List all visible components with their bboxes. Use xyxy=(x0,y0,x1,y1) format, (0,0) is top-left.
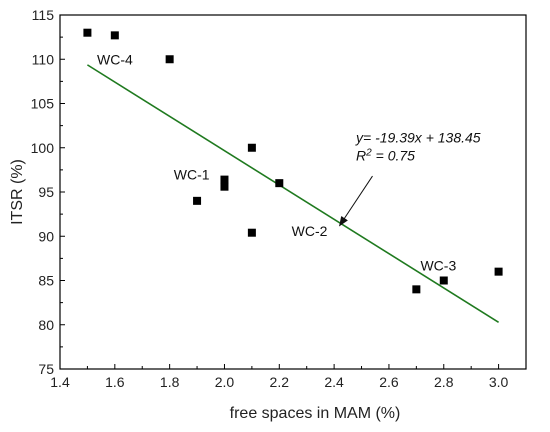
data-point xyxy=(247,143,256,152)
x-axis-title: free spaces in MAM (%) xyxy=(230,405,401,422)
regression-equation: y= -19.39x + 138.45 xyxy=(355,129,481,145)
y-tick-label: 95 xyxy=(38,184,54,200)
data-point xyxy=(165,55,174,64)
trend-line-group xyxy=(86,64,500,323)
data-point xyxy=(83,28,92,37)
data-point xyxy=(247,228,256,237)
annotation-arrow xyxy=(339,175,373,227)
regression-line xyxy=(86,64,500,323)
plot-frame xyxy=(59,14,527,370)
point-label: WC-4 xyxy=(97,51,133,67)
x-tick-label: 2.4 xyxy=(324,374,344,390)
x-tick-label: 2.8 xyxy=(434,374,454,390)
y-tick-label: 85 xyxy=(38,273,54,289)
x-tick-label: 2.2 xyxy=(270,374,290,390)
y-tick-label: 110 xyxy=(32,51,55,67)
data-point xyxy=(494,267,503,276)
x-tick-label: 1.4 xyxy=(50,374,70,390)
point-label: WC-1 xyxy=(174,166,210,182)
y-tick-label: 90 xyxy=(38,228,54,244)
y-tick-label: 80 xyxy=(38,317,54,333)
data-point xyxy=(439,276,448,285)
y-tick-label: 105 xyxy=(31,96,55,112)
y-tick-label: 75 xyxy=(38,361,54,377)
point-label: WC-3 xyxy=(420,257,456,273)
annotations: WC-4 WC-1 WC-2 WC-3 y= -19.39x + 138.45 R2 = … xyxy=(97,51,481,273)
data-points xyxy=(83,28,503,294)
x-tick-label: 1.6 xyxy=(105,374,125,390)
data-point xyxy=(275,179,284,188)
x-tick-label: 3.0 xyxy=(489,374,509,390)
data-point xyxy=(193,196,202,205)
y-tick-label: 115 xyxy=(32,7,55,23)
data-point xyxy=(110,31,119,40)
y-axis-title: ITSR (%) xyxy=(9,159,26,225)
x-tick-label: 1.8 xyxy=(160,374,180,390)
axes: 1.4 1.6 1.8 2.0 2.2 2.4 2.6 2.8 3.0 75 80 85 90 95 100… xyxy=(31,7,527,390)
r-squared-label: R2 = 0.75 xyxy=(356,147,415,164)
data-point xyxy=(220,182,229,191)
point-label: WC-2 xyxy=(292,223,328,239)
data-point xyxy=(220,175,229,184)
data-point xyxy=(412,285,421,294)
y-tick-label: 100 xyxy=(31,140,55,156)
x-tick-label: 2.6 xyxy=(379,374,399,390)
x-tick-label: 2.0 xyxy=(215,374,235,390)
